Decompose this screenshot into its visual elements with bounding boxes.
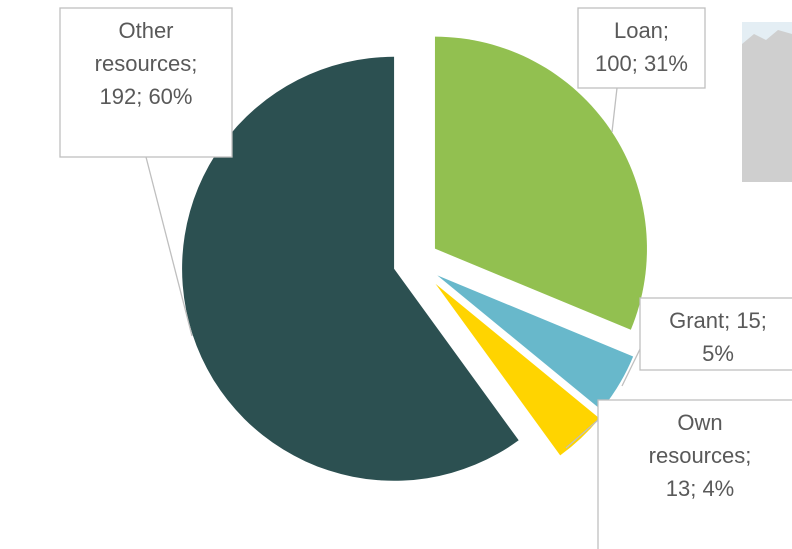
leader-line (565, 419, 599, 449)
data-label: Own (677, 410, 722, 435)
label-box (59, 7, 233, 158)
map-thumbnail (742, 22, 792, 182)
leader-line (611, 87, 618, 133)
data-label: 5% (702, 341, 734, 366)
map-land (742, 22, 792, 182)
data-label: resources; (649, 443, 752, 468)
data-label: 13; 4% (666, 476, 735, 501)
data-label: 192; 60% (100, 84, 193, 109)
data-label: Grant; 15; (669, 308, 767, 333)
map-sea (742, 22, 792, 44)
pie-slice (182, 56, 519, 481)
leader-line (621, 344, 643, 387)
data-label: 100; 31% (595, 51, 688, 76)
label-box (577, 7, 706, 89)
label-box (639, 297, 792, 371)
pie-slice (437, 275, 634, 410)
pie-slice (435, 283, 600, 456)
data-label: Other (118, 18, 173, 43)
leader-line (145, 156, 193, 337)
data-label: resources; (95, 51, 198, 76)
pie-slice (434, 36, 647, 330)
data-label: Loan; (614, 18, 669, 43)
label-box (597, 399, 792, 549)
